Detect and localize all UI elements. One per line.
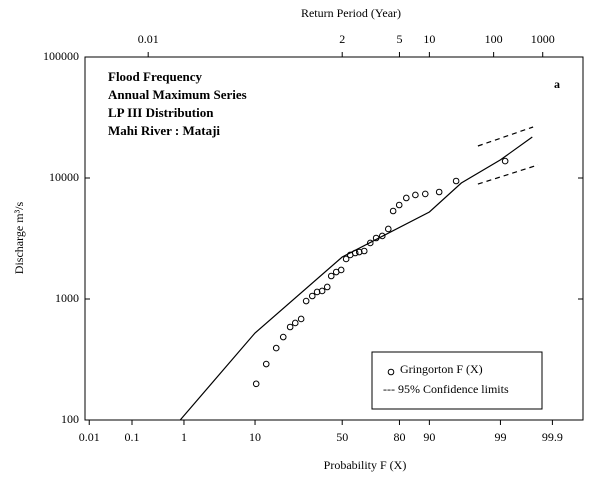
x-tick-label: 50 [336, 430, 348, 444]
x2-tick-label: 2 [339, 32, 345, 46]
x-tick-label: 90 [423, 430, 435, 444]
plot-frame [84, 56, 584, 421]
data-point [351, 249, 359, 257]
y-axis-title: Discharge m³/s [12, 201, 26, 274]
x-tick-label: 10 [249, 430, 261, 444]
annotation: LP III Distribution [108, 105, 214, 120]
x2-tick-label: 10 [423, 32, 435, 46]
data-point [501, 157, 509, 165]
fitted-curve [179, 136, 533, 421]
legend-label: --- 95% Confidence limits [383, 382, 509, 396]
data-point [372, 234, 380, 242]
annotation: Annual Maximum Series [108, 87, 247, 102]
data-point [384, 225, 392, 233]
data-point [412, 191, 419, 199]
panel-label: a [554, 77, 560, 91]
x2-tick-label: 100 [485, 32, 503, 46]
x-tick-label: 0.1 [125, 430, 140, 444]
data-point [378, 232, 386, 240]
x2-tick-label: 5 [396, 32, 402, 46]
upper-confidence-limit [477, 126, 534, 147]
top-axis-title: Return Period (Year) [301, 6, 401, 20]
data-point [360, 247, 368, 255]
legend-marker [387, 368, 395, 376]
data-point [389, 207, 397, 215]
data-point [318, 287, 326, 295]
data-point [279, 333, 287, 341]
data-point [337, 266, 345, 274]
x-tick-label: 1 [181, 430, 187, 444]
legend-label: Gringorton F (X) [400, 362, 483, 376]
data-point [291, 319, 299, 327]
data-point [395, 201, 403, 209]
lower-confidence-limit [477, 164, 539, 185]
y-tick-label: 100000 [43, 49, 79, 63]
data-point [262, 360, 270, 368]
data-point [323, 283, 331, 291]
y-tick-label: 10000 [49, 170, 79, 184]
data-point [452, 177, 460, 185]
x-tick-label: 99.9 [542, 430, 563, 444]
data-point [252, 380, 260, 388]
data-point [342, 255, 350, 263]
data-point [435, 188, 443, 196]
data-point [366, 239, 374, 247]
data-point [327, 272, 335, 280]
y-tick-label: 100 [61, 412, 79, 426]
data-point [302, 297, 310, 305]
x-tick-label: 80 [393, 430, 405, 444]
data-point [272, 344, 280, 352]
data-point [421, 190, 429, 198]
x-tick-label: 0.01 [79, 430, 100, 444]
data-point [286, 323, 294, 331]
x-axis-title: Probability F (X) [324, 458, 407, 472]
y-tick-label: 1000 [55, 291, 79, 305]
legend-box [371, 351, 543, 410]
data-point [297, 315, 305, 323]
annotation: Mahi River : Mataji [108, 123, 220, 138]
x2-tick-label: 1000 [531, 32, 555, 46]
data-point [308, 292, 316, 300]
x2-tick-label: 0.01 [138, 32, 159, 46]
data-point [403, 194, 410, 202]
x-tick-label: 99 [494, 430, 506, 444]
annotation: Flood Frequency [108, 69, 203, 84]
